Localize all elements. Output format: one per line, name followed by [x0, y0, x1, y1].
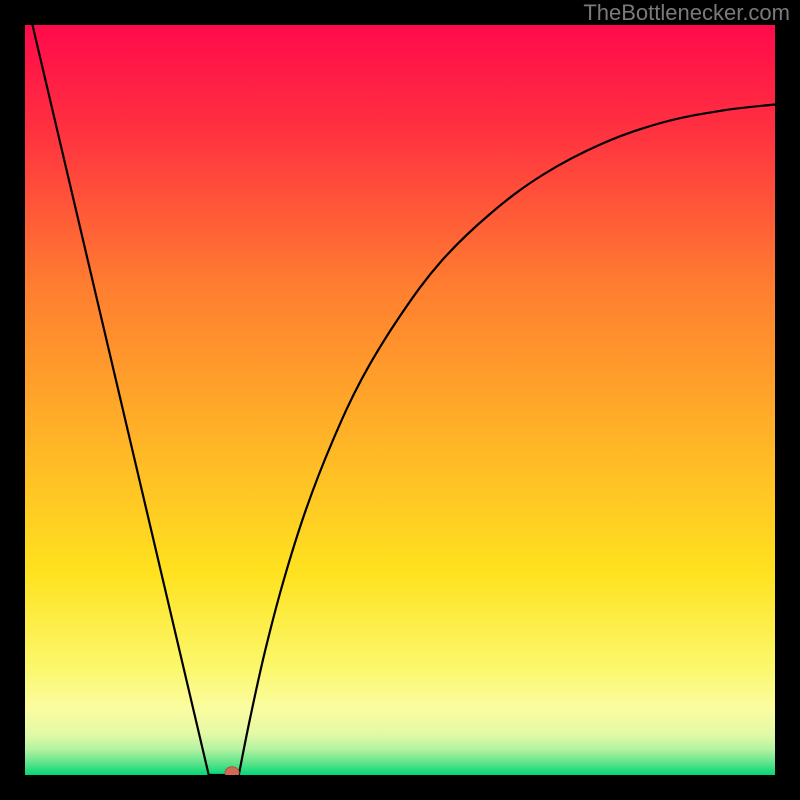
watermark-text: TheBottlenecker.com — [583, 0, 790, 26]
gradient-background — [25, 25, 775, 775]
chart-stage: TheBottlenecker.com — [0, 0, 800, 800]
chart-svg — [0, 0, 800, 800]
optimum-marker — [225, 767, 239, 779]
